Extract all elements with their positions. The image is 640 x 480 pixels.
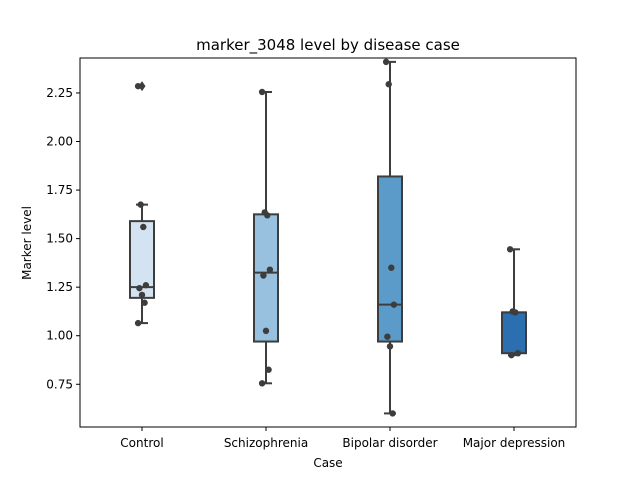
plot-area xyxy=(79,57,577,428)
x-tick-label: Control xyxy=(120,436,163,450)
y-tick-label: 1.75 xyxy=(46,183,73,197)
data-point xyxy=(386,343,394,350)
data-point xyxy=(142,282,150,289)
plot-frame xyxy=(79,57,577,428)
chart-title: marker_3048 level by disease case xyxy=(196,36,460,55)
y-tick-label: 0.75 xyxy=(46,377,73,391)
box-body xyxy=(129,220,155,299)
box-3 xyxy=(501,248,527,357)
y-axis: 0.75 1.00 1.25 1.50 1.75 2.00 2.25 xyxy=(46,86,80,391)
data-point xyxy=(136,284,143,292)
data-point xyxy=(514,350,522,357)
x-axis-label: Case xyxy=(313,456,342,470)
y-tick-label: 1.00 xyxy=(46,329,73,343)
y-tick-label: 2.00 xyxy=(46,135,73,149)
data-point xyxy=(390,301,398,308)
data-point xyxy=(262,327,270,335)
data-point xyxy=(388,264,395,271)
data-point xyxy=(385,81,392,88)
y-axis-label: Marker level xyxy=(20,206,34,280)
box-1 xyxy=(253,90,279,385)
x-tick-label: Major depression xyxy=(463,436,566,450)
data-point xyxy=(512,309,519,316)
box-0 xyxy=(129,81,155,325)
x-tick-label: Bipolar disorder xyxy=(342,436,437,450)
data-point xyxy=(137,201,144,208)
y-tick-label: 2.25 xyxy=(46,86,73,100)
data-point xyxy=(508,351,515,359)
data-point xyxy=(382,58,390,66)
box-body xyxy=(377,175,403,343)
x-tick-label: Schizophrenia xyxy=(224,436,308,450)
data-point xyxy=(506,246,514,253)
box-2 xyxy=(377,60,403,415)
outlier-marker xyxy=(138,81,146,92)
data-point xyxy=(134,82,142,90)
data-point xyxy=(138,291,146,299)
data-point xyxy=(140,223,147,231)
y-tick-label: 1.50 xyxy=(46,232,73,246)
data-point xyxy=(264,212,271,219)
box-body xyxy=(253,213,279,343)
data-point xyxy=(141,299,148,306)
data-point xyxy=(384,333,391,340)
data-point xyxy=(260,272,267,279)
box-body xyxy=(501,311,527,355)
data-point xyxy=(266,266,274,273)
y-tick-label: 1.25 xyxy=(46,280,73,294)
data-point xyxy=(134,319,142,327)
x-axis: Control Schizophrenia Bipolar disorder Majo… xyxy=(120,427,565,450)
data-point xyxy=(258,380,266,387)
data-point xyxy=(265,366,272,373)
data-point xyxy=(258,88,266,96)
data-point xyxy=(389,410,396,417)
